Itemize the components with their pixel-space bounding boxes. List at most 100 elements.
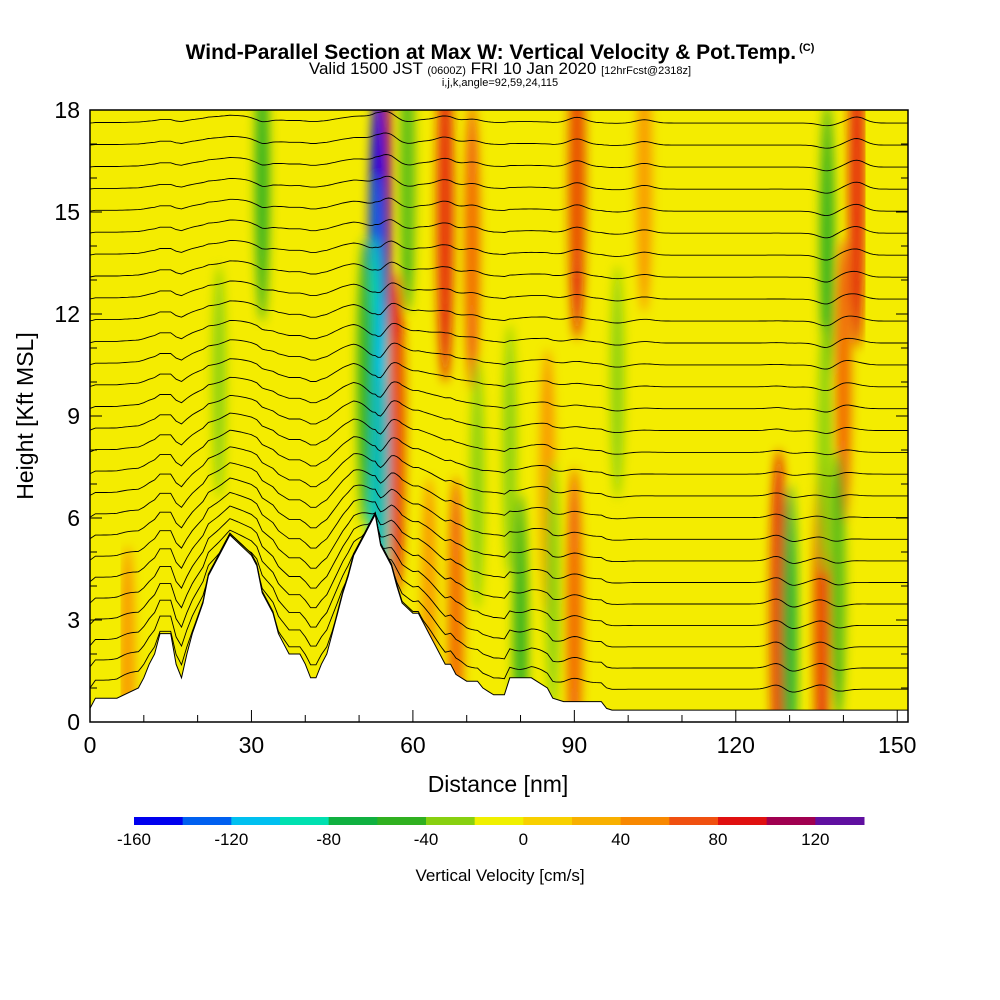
- velocity-core-inner-30: [614, 311, 621, 453]
- x-tick-label: 60: [400, 732, 426, 758]
- valid-date: FRI 10 Jan 2020: [470, 59, 597, 78]
- colorbar-swatch-12: [718, 817, 768, 825]
- colorbar-tick-label: 80: [709, 830, 728, 849]
- chart-title: Wind-Parallel Section at Max W: Vertical…: [0, 36, 1000, 65]
- isentrope-15: [90, 339, 908, 370]
- colorbar-swatch-1: [182, 817, 232, 825]
- y-tick-label: 18: [54, 97, 80, 123]
- chart-title-text: Wind-Parallel Section at Max W: Vertical…: [185, 41, 797, 64]
- x-tick-label: 90: [562, 732, 588, 758]
- forecast-info: [12hrFcst@2318z]: [601, 65, 692, 77]
- colorbar-swatch-0: [134, 817, 184, 825]
- isentrope-18: [90, 280, 908, 305]
- colorbar: -160 -120 -80 -40 0 40 80 120: [117, 817, 865, 849]
- colorbar-tick-label: 120: [801, 830, 829, 849]
- isentrope-20: [90, 240, 908, 261]
- isentrope-13: [90, 376, 908, 413]
- axes: 0 30 60 90 120 150 0 3 6 9 12 15 18: [54, 97, 916, 758]
- colorbar-swatch-11: [669, 817, 719, 825]
- isentrope-3: [90, 511, 908, 629]
- colorbar-tick-label: 40: [611, 830, 630, 849]
- velocity-core-inner-22: [549, 510, 556, 662]
- terrain-profile: [89, 513, 909, 723]
- colorbar-tick-label: -160: [117, 830, 151, 849]
- valid-time: Valid 1500 JST: [308, 59, 423, 78]
- colorbar-swatch-2: [231, 817, 281, 825]
- isentrope-26: [90, 110, 908, 127]
- velocity-core-inner-18: [361, 295, 368, 469]
- velocity-core-inner-3: [468, 159, 476, 333]
- colorbar-swatch-6: [426, 817, 476, 825]
- x-tick-label: 150: [878, 732, 916, 758]
- velocity-core-inner-1: [393, 335, 401, 531]
- isentrope-11: [90, 412, 908, 456]
- isentrope-5: [90, 505, 908, 586]
- chart-subtitle: Valid 1500 JST (0600Z) FRI 10 Jan 2020 […: [0, 60, 1000, 80]
- isentrope-14: [90, 358, 908, 392]
- colorbar-swatch-13: [766, 817, 816, 825]
- colorbar-tick-label: -40: [414, 830, 439, 849]
- colorbar-swatch-3: [280, 817, 330, 825]
- velocity-core-inner-2: [441, 110, 449, 315]
- colorbar-swatch-10: [620, 817, 670, 825]
- isentrope-12: [90, 394, 908, 434]
- y-tick-label: 6: [67, 505, 80, 531]
- isentrope-23: [90, 175, 908, 194]
- velocity-core-inner-9: [840, 295, 847, 469]
- terrain: [89, 513, 909, 723]
- velocity-core-inner-24: [506, 374, 513, 526]
- colorbar-tick-label: -120: [214, 830, 248, 849]
- colorbar-tick-label: 0: [519, 830, 528, 849]
- velocity-core-inner-23: [474, 408, 481, 560]
- velocity-core-inner-7: [775, 517, 783, 722]
- isentrope-24: [90, 154, 908, 172]
- isentrope-19: [90, 260, 908, 283]
- y-tick-label: 15: [54, 199, 80, 225]
- colorbar-tick-label: -80: [316, 830, 341, 849]
- velocity-core-inner-19: [404, 110, 411, 259]
- x-tick-label: 30: [239, 732, 265, 758]
- colorbar-swatch-7: [474, 817, 524, 825]
- colorbar-swatch-4: [328, 817, 378, 825]
- colorbar-swatch-5: [377, 817, 427, 825]
- isentrope-16: [90, 320, 908, 348]
- y-tick-label: 12: [54, 301, 80, 327]
- y-tick-label: 0: [67, 709, 80, 735]
- y-tick-label: 9: [67, 403, 80, 429]
- colorbar-swatch-9: [572, 817, 622, 825]
- velocity-core-inner-25: [786, 545, 794, 722]
- valid-time-zulu: (0600Z): [427, 65, 466, 77]
- colorbar-swatch-8: [523, 817, 573, 825]
- velocity-core-inner-27: [821, 374, 828, 526]
- field-cores: [120, 110, 866, 722]
- velocity-core-inner-26: [823, 159, 831, 333]
- isentrope-21: [90, 219, 908, 239]
- isentrope-7: [90, 477, 908, 542]
- isentrope-10: [90, 429, 908, 477]
- isentrope-25: [90, 132, 908, 149]
- velocity-core-inner-5: [573, 110, 581, 276]
- isentrope-2: [90, 511, 908, 651]
- x-tick-label: 0: [84, 732, 97, 758]
- velocity-core-inner-6: [641, 110, 648, 259]
- isentrope-17: [90, 300, 908, 327]
- isentropes: [90, 90, 908, 693]
- x-tick-label: 120: [717, 732, 755, 758]
- colorbar-label: Vertical Velocity [cm/s]: [415, 866, 584, 885]
- colorbar-swatch-14: [815, 817, 865, 825]
- velocity-core-inner-28: [834, 505, 842, 667]
- isentrope-4: [90, 511, 908, 608]
- isentrope-8: [90, 462, 908, 520]
- y-axis-label: Height [Kft MSL]: [12, 332, 38, 499]
- velocity-core-inner-10: [853, 110, 861, 281]
- x-axis-label: Distance [nm]: [428, 771, 569, 797]
- section-params: i,j,k,angle=92,59,24,115: [441, 77, 559, 89]
- isentrope-6: [90, 491, 908, 564]
- velocity-core-inner-13: [124, 595, 131, 722]
- y-tick-label: 3: [67, 607, 80, 633]
- velocity-core-inner-4: [570, 528, 578, 712]
- isentrope-27: [90, 90, 908, 103]
- velocity-core-inner-20: [258, 110, 266, 265]
